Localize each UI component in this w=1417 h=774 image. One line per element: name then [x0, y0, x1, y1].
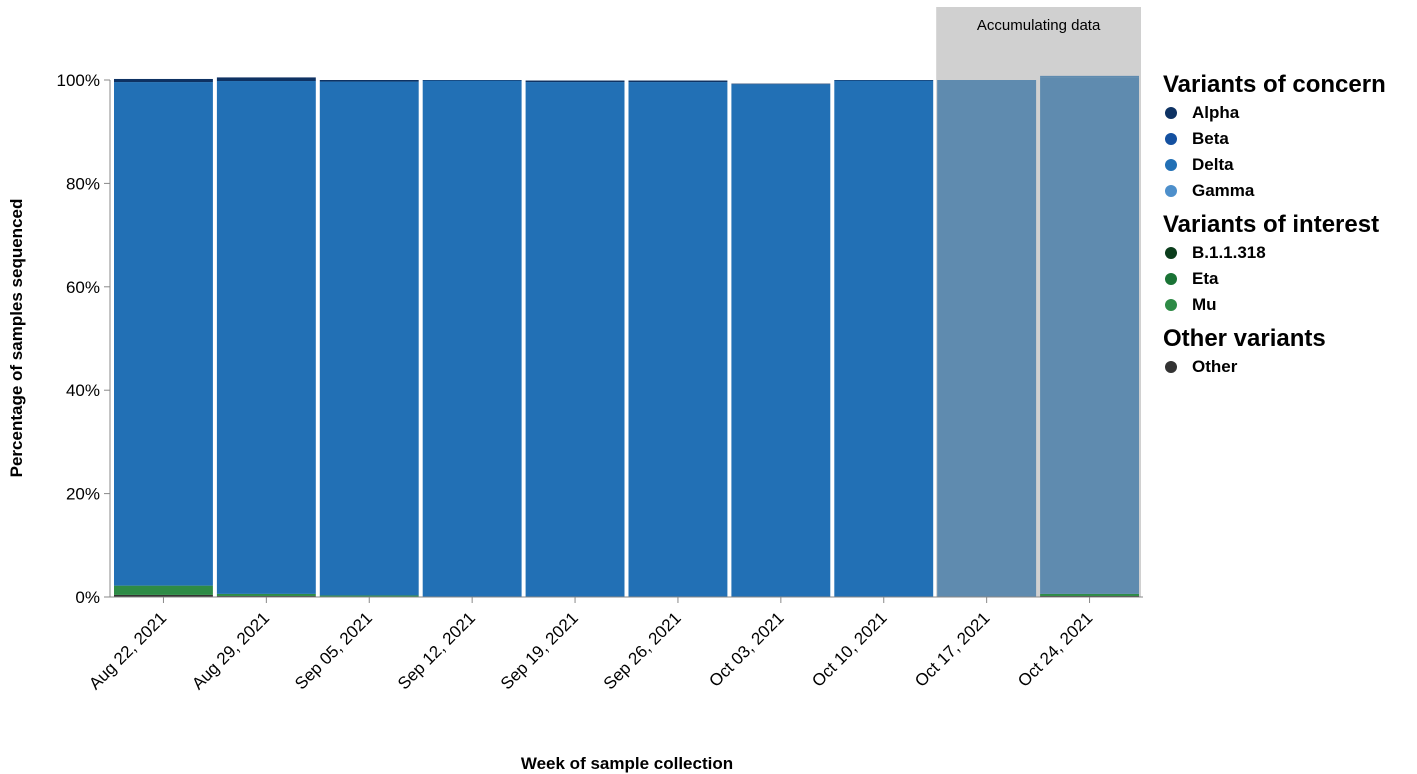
bar-segment-mu[interactable]	[1040, 593, 1139, 596]
legend-item-label: Gamma	[1192, 181, 1255, 200]
stacked-bar-chart: Accumulating data 0% 20% 40% 60% 80% 100% Aug…	[7, 7, 1143, 773]
legend-swatch-icon	[1165, 133, 1177, 145]
bar-segment-other[interactable]	[114, 594, 213, 597]
bars	[114, 75, 1139, 598]
y-tick-label: 0%	[75, 588, 100, 607]
legend-group: Variants of interest B.1.1.318 Eta Mu	[1163, 210, 1413, 318]
x-tick-label: Aug 22, 2021	[85, 608, 170, 693]
bar-segment-delta[interactable]	[422, 80, 522, 598]
legend-item-label: Mu	[1192, 295, 1217, 314]
legend-swatch-icon	[1165, 159, 1177, 171]
legend-swatch-icon	[1165, 273, 1177, 285]
bar-segment-mu[interactable]	[216, 593, 316, 596]
legend-item[interactable]: Other	[1163, 354, 1413, 380]
bar-segment-alpha[interactable]	[1040, 75, 1139, 78]
bar-segment-delta[interactable]	[628, 82, 728, 598]
x-tick-label: Sep 12, 2021	[394, 608, 479, 693]
x-axis-title: Week of sample collection	[521, 754, 733, 773]
legend-group: Other variants Other	[1163, 324, 1413, 380]
legend-item[interactable]: Delta	[1163, 152, 1413, 178]
x-tick-label: Sep 26, 2021	[600, 608, 685, 693]
legend-item[interactable]: Gamma	[1163, 178, 1413, 204]
bar-segment-mu[interactable]	[114, 585, 213, 595]
legend-item-label: B.1.1.318	[1192, 243, 1266, 262]
bar-segment-alpha[interactable]	[114, 78, 213, 83]
bar-segment-alpha[interactable]	[525, 80, 625, 83]
x-tick-label: Aug 29, 2021	[188, 608, 273, 693]
legend-item[interactable]: Mu	[1163, 292, 1413, 318]
x-axis: Aug 22, 2021 Aug 29, 2021 Sep 05, 2021 Sep …	[85, 596, 1143, 693]
bar-segment-delta[interactable]	[525, 82, 625, 598]
bar-segment-alpha[interactable]	[422, 80, 522, 81]
legend-item[interactable]: Eta	[1163, 266, 1413, 292]
y-tick-label: 20%	[66, 485, 100, 504]
y-tick-label: 60%	[66, 278, 100, 297]
legend-swatch-icon	[1165, 361, 1177, 373]
legend-item[interactable]: Alpha	[1163, 100, 1413, 126]
bar-segment-delta[interactable]	[319, 81, 419, 596]
y-tick-label: 40%	[66, 381, 100, 400]
bar-segment-alpha[interactable]	[834, 80, 934, 81]
legend: Variants of concern Alpha Beta Delta Gamma Va…	[1163, 70, 1413, 380]
accumulating-data-label: Accumulating data	[977, 17, 1101, 34]
x-tick-label: Oct 24, 2021	[1014, 608, 1096, 690]
legend-group-title: Other variants	[1163, 325, 1326, 352]
legend-swatch-icon	[1165, 247, 1177, 259]
legend-group: Variants of concern Alpha Beta Delta Gamma	[1163, 70, 1413, 204]
legend-group-title: Variants of interest	[1163, 211, 1380, 238]
bar-segment-delta[interactable]	[834, 80, 934, 598]
y-tick-label: 80%	[66, 174, 100, 193]
bar-segment-alpha[interactable]	[731, 83, 831, 85]
x-tick-label: Oct 10, 2021	[808, 608, 890, 690]
bar-segment-delta[interactable]	[731, 84, 831, 598]
bar-segment-delta[interactable]	[937, 80, 1037, 597]
x-tick-label: Sep 05, 2021	[291, 608, 376, 693]
legend-item[interactable]: Beta	[1163, 126, 1413, 152]
legend-item-label: Delta	[1192, 155, 1234, 174]
bar-segment-alpha[interactable]	[216, 77, 316, 82]
bar-segment-alpha[interactable]	[628, 80, 728, 83]
legend-item[interactable]: B.1.1.318	[1163, 240, 1413, 266]
bar-segment-alpha[interactable]	[319, 80, 419, 82]
y-axis: 0% 20% 40% 60% 80% 100%	[57, 71, 111, 607]
legend-item-label: Other	[1192, 357, 1238, 376]
legend-group-title: Variants of concern	[1163, 71, 1386, 98]
bar-segment-other[interactable]	[216, 595, 316, 597]
x-tick-label: Sep 19, 2021	[497, 608, 582, 693]
bar-segment-delta[interactable]	[1040, 77, 1139, 594]
legend-item-label: Beta	[1192, 129, 1229, 148]
legend-item-label: Eta	[1192, 269, 1219, 288]
legend-swatch-icon	[1165, 185, 1177, 197]
bar-segment-mu[interactable]	[319, 595, 419, 597]
x-tick-label: Oct 17, 2021	[911, 608, 993, 690]
legend-swatch-icon	[1165, 107, 1177, 119]
y-axis-title: Percentage of samples sequenced	[7, 199, 26, 478]
x-tick-label: Oct 03, 2021	[705, 608, 787, 690]
legend-item-label: Alpha	[1192, 103, 1240, 122]
bar-segment-delta[interactable]	[216, 81, 316, 594]
bar-segment-delta[interactable]	[114, 82, 213, 586]
legend-swatch-icon	[1165, 299, 1177, 311]
y-tick-label: 100%	[57, 71, 100, 90]
bar-segment-other[interactable]	[1040, 595, 1139, 597]
